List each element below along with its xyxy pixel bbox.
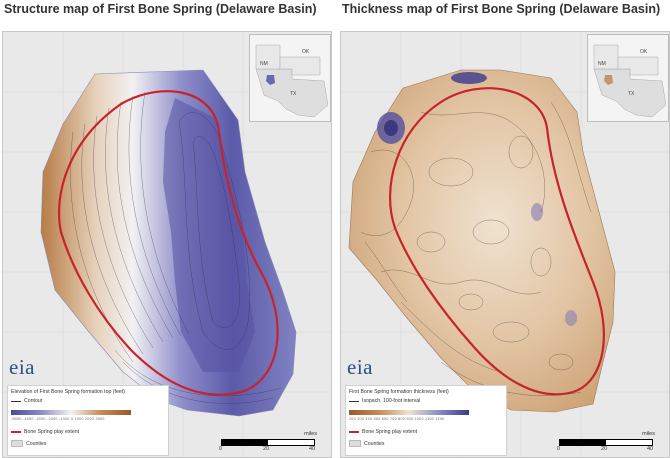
structure-map-svg	[3, 32, 331, 457]
legend-title: First Bone Spring formation thickness (f…	[349, 389, 449, 395]
thickness-legend: First Bone Spring formation thickness (f…	[345, 385, 507, 456]
thickness-map-svg	[341, 32, 669, 457]
eia-logo-text: eia	[9, 355, 35, 379]
structure-locator-inset: NM OK TX	[249, 34, 331, 122]
locator-map-svg	[593, 44, 667, 118]
scale-segment-black	[559, 439, 607, 446]
inset-label-ok: OK	[302, 49, 310, 55]
scale-tick-40: 40	[309, 446, 316, 452]
legend-counties-row: Counties	[349, 440, 384, 447]
scale-tick-40: 40	[647, 446, 654, 452]
inset-label-nm: NM	[598, 61, 606, 67]
thickness-map-frame: NM OK TX eia First Bone Spring formation…	[340, 31, 670, 458]
legend-isopach-row: Isopach, 100-foot interval	[349, 398, 420, 404]
elevation-ramp-ticks: -5000 -4000 -3000 -2000 -1000 0 1000 200…	[11, 417, 105, 421]
thickness-surface	[348, 69, 616, 413]
legend-title: Elevation of First Bone Spring formation…	[11, 389, 125, 395]
inset-label-tx: TX	[628, 91, 635, 97]
inset-label-nm: NM	[260, 61, 268, 67]
play-extent-swatch	[11, 431, 21, 433]
scale-segment-black	[221, 439, 269, 446]
legend-play-row: Bone Spring play extent	[349, 429, 417, 435]
play-extent-outline	[57, 90, 279, 396]
legend-play-row: Bone Spring play extent	[11, 429, 79, 435]
legend-contour-row: Contour	[11, 398, 42, 404]
scale-unit: miles	[304, 431, 317, 437]
thickness-map-panel: Thickness map of First Bone Spring (Dela…	[340, 0, 670, 458]
thickness-scale-bar: miles 0 20 40	[557, 431, 657, 455]
structure-map-title: Structure map of First Bone Spring (Dela…	[4, 2, 317, 16]
thickness-map-title: Thickness map of First Bone Spring (Dela…	[342, 2, 661, 16]
eia-logo: eia	[347, 355, 373, 380]
eia-logo: eia	[9, 355, 35, 380]
scale-segment-white	[605, 439, 653, 446]
counties-swatch	[11, 440, 23, 447]
eia-logo-text: eia	[347, 355, 373, 379]
contour-line-swatch	[11, 400, 21, 402]
scale-tick-20: 20	[601, 446, 608, 452]
scale-tick-20: 20	[263, 446, 270, 452]
thickness-locator-inset: NM OK TX	[587, 34, 669, 122]
play-extent-swatch	[349, 431, 359, 433]
structure-legend: Elevation of First Bone Spring formation…	[7, 385, 169, 456]
legend-counties-label: Counties	[26, 440, 47, 447]
thickness-ramp-ticks: 200 300 400 500 600 700 800 900 1000 110…	[349, 417, 445, 421]
elevation-color-ramp	[11, 410, 131, 415]
scale-segment-white	[267, 439, 315, 446]
thickness-color-ramp	[349, 410, 469, 415]
isopach-line-swatch	[349, 400, 359, 402]
structure-deep-basin	[163, 98, 255, 372]
legend-play-label: Bone Spring play extent	[362, 429, 418, 435]
play-extent-outline	[388, 87, 605, 396]
structure-map-frame: NM OK TX eia Elevation of First Bone Spr…	[2, 31, 332, 458]
locator-map-svg	[255, 44, 329, 118]
legend-counties-row: Counties	[11, 440, 46, 447]
structure-map-panel: Structure map of First Bone Spring (Dela…	[2, 0, 332, 458]
legend-play-label: Bone Spring play extent	[24, 429, 80, 435]
inset-label-tx: TX	[290, 91, 297, 97]
scale-tick-0: 0	[219, 446, 223, 452]
thickness-thick-spots	[377, 72, 577, 326]
legend-isopach-label: Isopach, 100-foot interval	[362, 398, 421, 404]
structure-scale-bar: miles 0 20 40	[219, 431, 319, 455]
scale-unit: miles	[642, 431, 655, 437]
counties-swatch	[349, 440, 361, 447]
inset-label-ok: OK	[640, 49, 648, 55]
legend-contour-label: Contour	[24, 398, 43, 404]
scale-tick-0: 0	[557, 446, 561, 452]
isopach-contours	[360, 101, 592, 396]
legend-counties-label: Counties	[364, 440, 385, 447]
